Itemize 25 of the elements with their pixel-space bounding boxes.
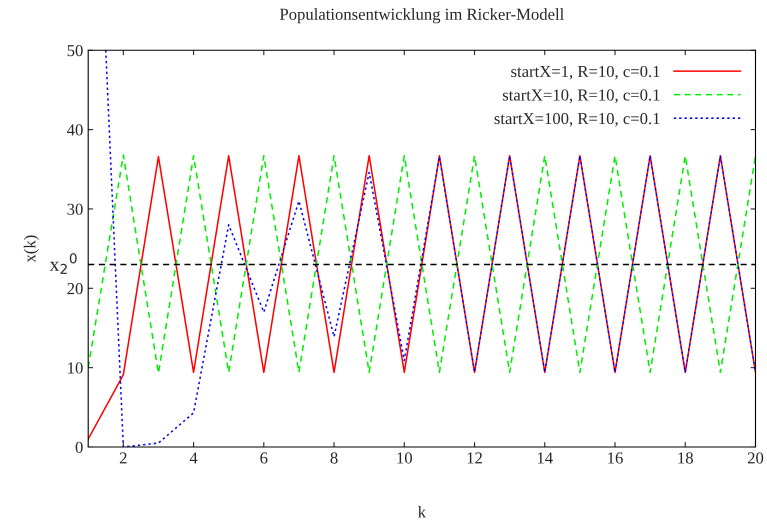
- y-tick-label: 30: [67, 204, 83, 215]
- y-tick-label: 10: [68, 362, 83, 374]
- y-tick-label: 40: [67, 124, 83, 136]
- y-tick-label: 0: [76, 442, 83, 453]
- y-axis-title: x(k): [24, 235, 39, 262]
- legend-label: startX=10, R=10, c=0.1: [502, 89, 660, 104]
- x-tick-label: 10: [397, 452, 412, 464]
- line-series: [88, 155, 756, 440]
- x-tick-label: 8: [330, 452, 338, 464]
- x-tick-label: 2: [120, 452, 127, 464]
- x-tick-label: 6: [260, 452, 268, 464]
- legend-label: startX=1, R=10, c=0.1: [511, 66, 660, 80]
- x-tick-label: 18: [678, 452, 693, 464]
- x-axis-title: k: [418, 506, 426, 518]
- ref-line-label: x$_{2}$$^{0}$: [50, 253, 77, 274]
- y-tick-label: 50: [68, 44, 83, 56]
- x-tick-label: 14: [538, 452, 553, 464]
- y-tick-label: 20: [67, 283, 83, 294]
- x-tick-label: 4: [190, 452, 198, 464]
- line-series: [88, 154, 756, 374]
- x-tick-label: 20: [748, 452, 764, 464]
- legend-label: startX=100, R=10, c=0.1: [494, 112, 660, 127]
- chart-title: Populationsentwicklung im Ricker-Modell: [280, 8, 564, 24]
- x-tick-label: 12: [468, 452, 482, 464]
- x-tick-label: 16: [608, 452, 623, 464]
